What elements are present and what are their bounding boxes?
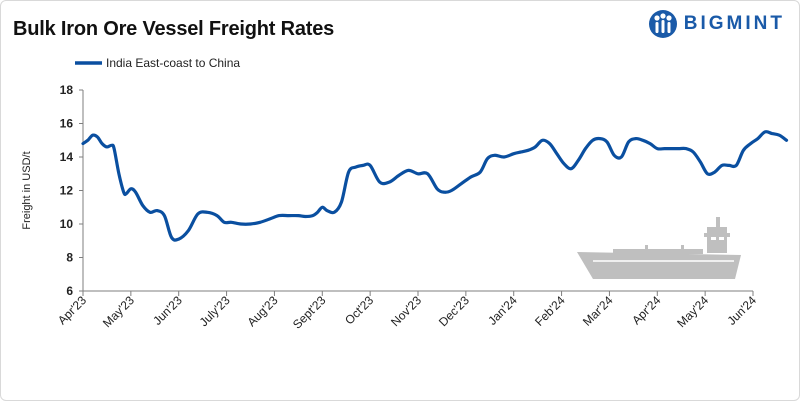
x-tick-label: July'23 [197,293,233,329]
chart-title: Bulk Iron Ore Vessel Freight Rates [13,18,335,40]
x-tick-label: May'23 [100,293,137,330]
x-tick-label: Jun'24 [724,293,759,328]
x-tick-label: Mar'24 [580,293,616,329]
legend-label: India East-coast to China [106,56,240,70]
brand-logo: BIGMINT [648,9,785,39]
x-tick-label: Jun'23 [150,293,185,328]
x-tick-label: Jan'24 [485,293,520,328]
x-tick-label: Sept'23 [290,293,329,332]
x-tick-label: Dec'23 [436,293,472,329]
y-axis-title: Freight in USD/t [21,151,33,229]
brand-name: BIGMINT [683,13,785,34]
x-tick-label: Apr'24 [629,293,663,327]
y-tick-label: 14 [60,150,74,164]
x-tick-label: Aug'23 [244,293,280,329]
ship-icon [577,217,741,279]
x-tick-label: Feb'24 [532,293,568,329]
x-tick-label: May'24 [674,293,711,330]
y-tick-label: 6 [66,284,73,298]
x-tick-label: Oct'23 [342,293,376,327]
y-tick-label: 18 [60,83,74,97]
y-tick-label: 8 [66,251,73,265]
y-tick-label: 16 [60,117,74,131]
series-line-india-east-coast-to-china [81,130,789,242]
y-tick-label: 12 [60,184,74,198]
y-tick-label: 10 [60,217,74,231]
x-tick-label: Apr'23 [55,293,89,327]
bigmint-emblem-icon [648,10,677,38]
x-tick-label: Nov'23 [388,293,424,329]
